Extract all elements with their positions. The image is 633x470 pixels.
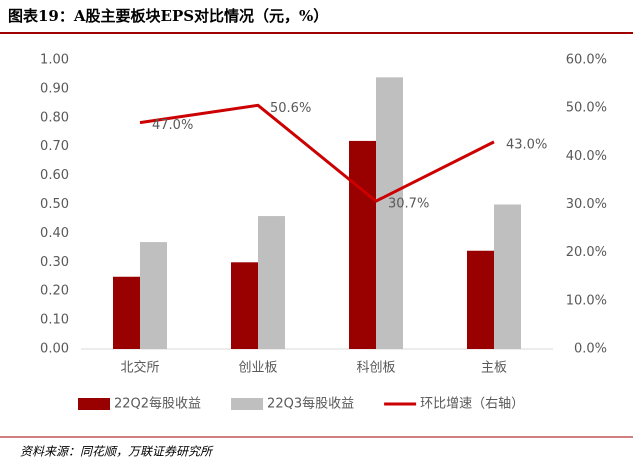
bar [376,77,403,349]
y2-tick-label: 60.0% [566,53,607,68]
y-tick-label: 0.50 [40,197,69,212]
x-tick-label: 主板 [481,361,507,376]
y-tick-label: 0.30 [40,255,69,270]
y2-tick-label: 20.0% [566,245,607,260]
legend-swatch [231,398,264,410]
legend-label: 环比增速（右轴） [420,397,524,412]
legend-label: 22Q2每股收益 [114,396,201,412]
data-label: 47.0% [152,118,193,133]
y-tick-label: 0.40 [40,226,69,241]
y-tick-label: 0.90 [40,81,69,96]
y2-tick-label: 40.0% [566,149,607,164]
legend-swatch [78,398,110,410]
y-tick-label: 0.20 [40,284,69,299]
data-label: 43.0% [506,137,547,152]
bar [467,250,494,349]
chart-title: 图表19：A股主要板块EPS对比情况（元，%） [8,7,328,25]
y2-tick-label: 0.0% [574,342,607,357]
y2-tick-label: 30.0% [566,197,607,212]
y-tick-label: 1.00 [40,53,69,68]
line [139,103,495,203]
x-tick-label: 北交所 [120,360,159,376]
data-label: 50.6% [270,101,311,116]
bar [113,276,140,349]
y-tick-label: 0.60 [40,168,69,183]
bar [140,242,167,349]
y2-tick-label: 10.0% [566,293,607,308]
y-tick-label: 0.10 [40,313,69,328]
source: 资料来源：同花顺，万联证券研究所 [20,445,214,459]
data-label: 30.7% [388,197,429,212]
bar [258,216,285,349]
y2-tick-label: 50.0% [566,101,607,116]
y-tick-label: 0.80 [40,110,69,125]
bar [231,262,258,349]
y-tick-label: 0.70 [40,139,69,154]
x-tick-label: 创业板 [238,361,277,376]
legend-label: 22Q3每股收益 [267,396,354,412]
x-tick-label: 科创板 [356,361,395,376]
bar [494,204,521,349]
bar [349,140,376,349]
y-tick-label: 0.00 [40,342,69,357]
